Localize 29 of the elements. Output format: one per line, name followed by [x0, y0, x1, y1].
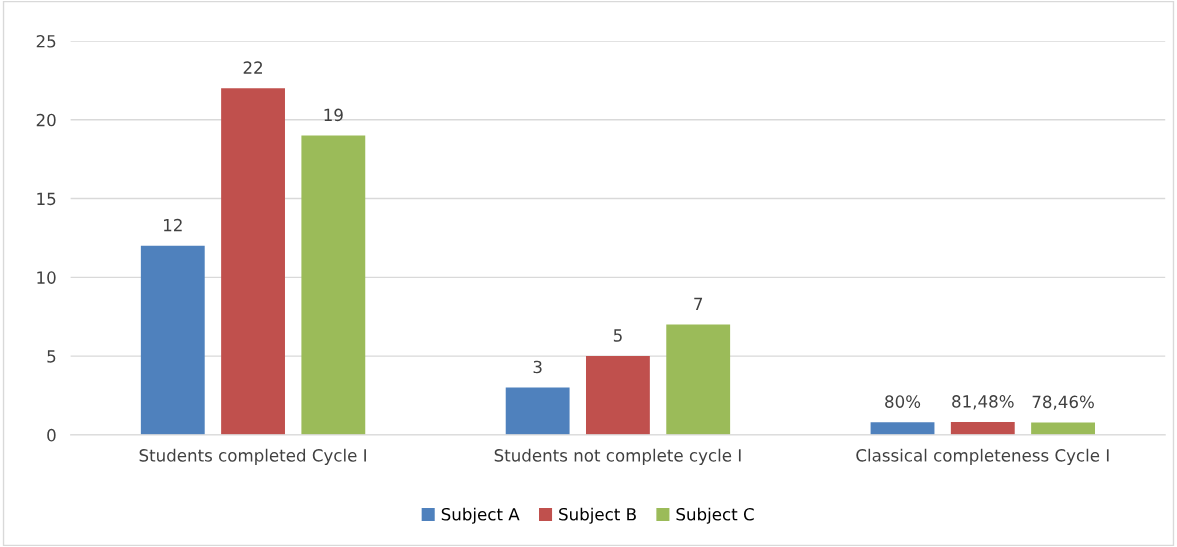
bar — [221, 88, 285, 435]
legend-label: Subject B — [559, 507, 636, 524]
y-tick-label: 0 — [47, 428, 56, 442]
bar — [950, 422, 1015, 435]
y-tick-label: 15 — [37, 192, 56, 206]
data-label: 12 — [164, 218, 182, 232]
bar — [140, 245, 205, 435]
data-label: 3 — [533, 360, 542, 374]
y-tick-label: 25 — [36, 34, 56, 48]
data-label: 81,48% — [952, 395, 1014, 410]
x-tick-label: Students completed Cycle I — [139, 448, 366, 465]
y-tick-label: 20 — [36, 113, 56, 127]
legend-label: Subject C — [676, 507, 754, 524]
x-tick-label: Classical completeness Cycle I — [856, 448, 1109, 465]
data-label: 7 — [694, 297, 703, 311]
y-tick-label: 10 — [37, 271, 56, 284]
data-label: 22 — [243, 61, 262, 74]
bar — [870, 422, 935, 435]
bar — [666, 324, 731, 435]
bar — [505, 387, 570, 435]
data-label: 78,46% — [1032, 395, 1094, 410]
data-label: 5 — [613, 329, 622, 342]
y-tick-label: 5 — [47, 350, 56, 363]
x-tick-label: Students not complete cycle I — [494, 448, 741, 465]
bar — [586, 356, 650, 435]
legend-label: Subject A — [441, 507, 520, 524]
data-label: 80% — [885, 395, 921, 408]
data-label: 19 — [324, 108, 343, 122]
bar — [301, 135, 366, 435]
